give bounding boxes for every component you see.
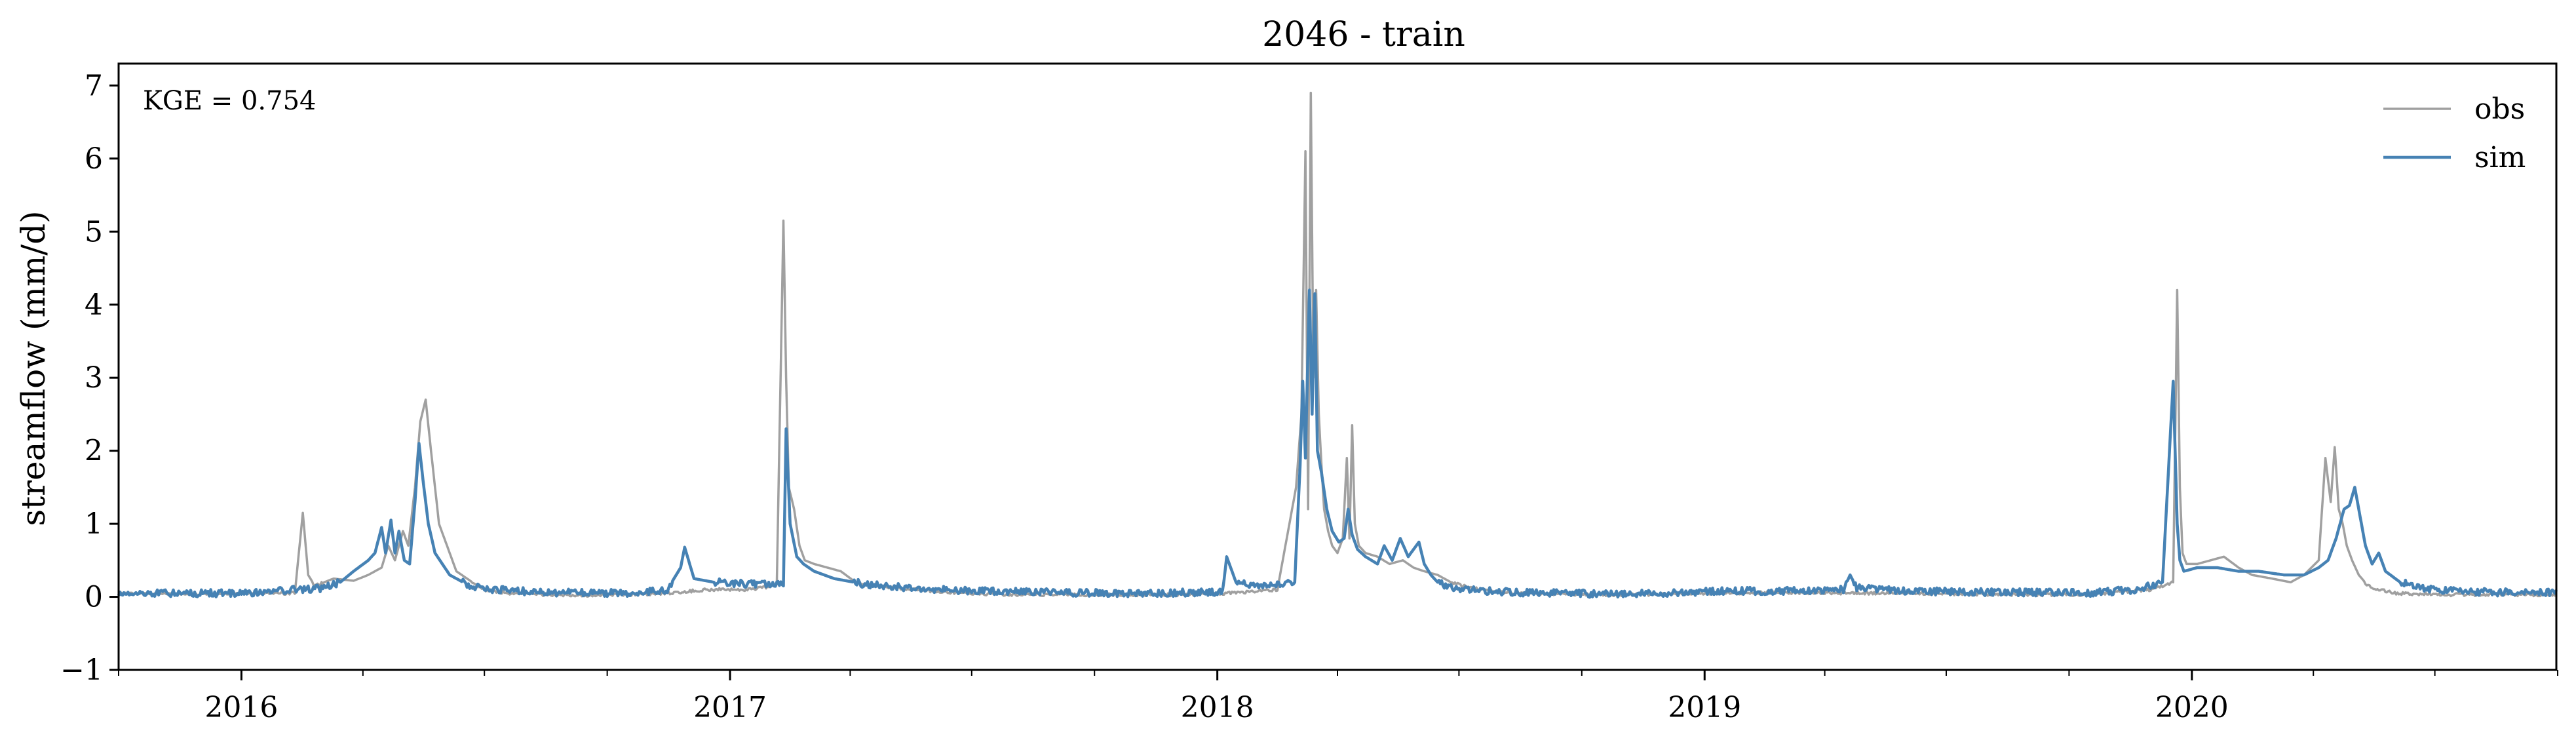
x-tick-label: 2016	[204, 691, 278, 724]
legend-label-obs: obs	[2474, 92, 2525, 126]
kge-annotation: KGE = 0.754	[143, 86, 317, 116]
x-tick-label: 2019	[1668, 691, 1741, 724]
y-tick-label: 3	[85, 361, 103, 395]
y-tick-label: 1	[85, 507, 103, 541]
y-tick-label: 4	[85, 288, 103, 322]
chart-title: 2046 - train	[1262, 15, 1465, 54]
legend-label-sim: sim	[2474, 141, 2526, 174]
x-tick-label: 2020	[2155, 691, 2229, 724]
y-tick-label: 6	[85, 142, 103, 176]
y-axis-label: streamflow (mm/d)	[14, 210, 52, 526]
series-layer	[119, 93, 2556, 598]
y-tick-label: 0	[85, 581, 103, 614]
y-tick-label: 2	[85, 435, 103, 468]
x-tick-label: 2017	[693, 691, 767, 724]
plot-frame	[119, 64, 2556, 670]
y-axis-ticks: −1 0 1 2 3 4 5 6 7	[60, 69, 119, 687]
series-line-obs	[119, 93, 2556, 597]
y-tick-label: 7	[85, 69, 103, 102]
x-tick-label: 2018	[1181, 691, 1254, 724]
y-tick-label: 5	[85, 215, 103, 248]
y-tick-label: −1	[60, 654, 103, 687]
x-axis-ticks: 2016 2017 2018 2019 2020	[119, 670, 2558, 724]
legend: obs sim	[2383, 92, 2526, 174]
